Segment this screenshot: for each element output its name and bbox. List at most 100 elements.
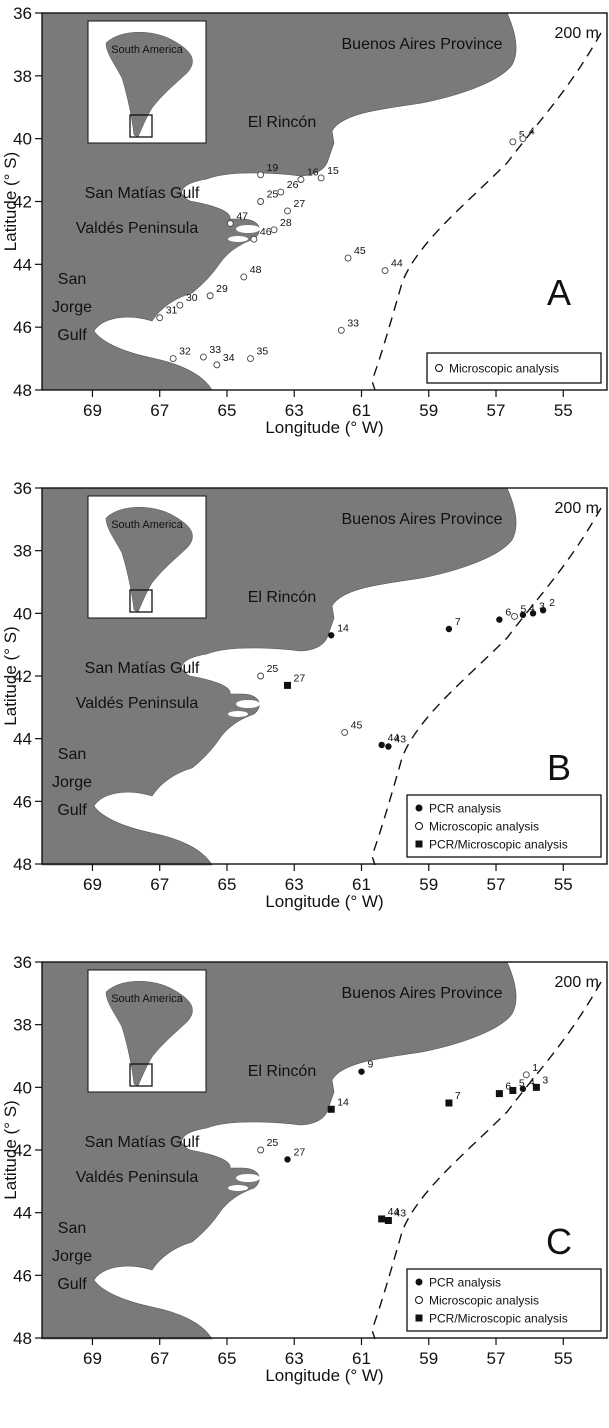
peninsula-inlet — [236, 225, 260, 233]
station-marker-micro — [344, 254, 352, 262]
station-marker-micro — [199, 353, 207, 361]
region-san-matias: San Matías Gulf — [85, 660, 200, 677]
region-san-matias: San Matías Gulf — [85, 185, 200, 202]
x-tick-label: 69 — [83, 875, 102, 894]
station-label: 48 — [250, 264, 262, 276]
station-marker-both — [532, 1083, 540, 1091]
legend-label-both: PCR/Microscopic analysis — [429, 838, 568, 852]
y-tick-label: 46 — [13, 318, 32, 337]
south-america-shape — [105, 32, 193, 138]
station-label: 45 — [354, 245, 366, 257]
station-marker-pcr — [496, 616, 503, 623]
station-marker-micro — [169, 355, 177, 363]
station-label: 27 — [294, 198, 306, 210]
legend-label-pcr: PCR analysis — [429, 802, 501, 816]
x-tick-label: 55 — [554, 1349, 573, 1368]
y-tick-label: 40 — [13, 604, 32, 623]
inset-label: South America — [111, 993, 183, 1005]
x-axis-label: Longitude (° W) — [265, 892, 383, 911]
station-label: 1 — [532, 1062, 538, 1074]
isobath-200m — [371, 981, 602, 1340]
station-marker-pcr — [539, 607, 547, 614]
x-tick-label: 55 — [554, 401, 573, 420]
region-san-jorge: San — [58, 1220, 86, 1237]
inset-map: South America — [87, 969, 207, 1093]
station-label: 25 — [267, 189, 279, 201]
x-tick-label: 67 — [150, 401, 169, 420]
study-area-box — [129, 114, 153, 138]
y-tick-label: 36 — [13, 953, 32, 972]
peninsula-inlet — [236, 700, 260, 708]
region-valdes: Valdés Peninsula — [76, 695, 199, 712]
y-tick-label: 48 — [13, 855, 32, 874]
y-tick-label: 40 — [13, 1078, 32, 1097]
station-marker-micro — [257, 672, 265, 680]
isobath-label: 200 m — [555, 974, 599, 991]
station-label: 25 — [267, 663, 279, 675]
y-tick-label: 36 — [13, 479, 32, 498]
y-tick-label: 48 — [13, 1329, 32, 1348]
region-san-jorge: San — [58, 746, 86, 763]
x-tick-label: 61 — [352, 1349, 371, 1368]
y-tick-label: 38 — [13, 542, 32, 561]
y-axis-label: Latitude (° S) — [1, 152, 20, 251]
x-tick-label: 67 — [150, 1349, 169, 1368]
x-tick-label: 67 — [150, 875, 169, 894]
region-buenos-aires: Buenos Aires Province — [342, 985, 503, 1002]
station-label: 27 — [294, 1146, 306, 1158]
legend: Microscopic analysis — [426, 352, 602, 384]
legend-frame — [426, 352, 602, 384]
station-label: 6 — [505, 1081, 511, 1093]
station-label: 28 — [280, 217, 292, 229]
station-marker-pcr — [385, 743, 392, 750]
region-san-jorge: Gulf — [57, 802, 87, 819]
station-label: 31 — [166, 305, 178, 317]
station-marker-pcr — [519, 611, 527, 619]
station-marker-pcr — [284, 1156, 291, 1163]
y-tick-label: 38 — [13, 1016, 32, 1035]
legend-label-micro: Microscopic analysis — [429, 1294, 539, 1308]
x-axis-label: Longitude (° W) — [265, 418, 383, 437]
station-label: 16 — [307, 167, 319, 179]
x-tick-label: 59 — [419, 401, 438, 420]
legend: PCR analysis Microscopic analysis PCR/Micr… — [406, 794, 602, 858]
station-marker-micro — [511, 613, 518, 620]
x-tick-label: 63 — [285, 875, 304, 894]
y-tick-label: 42 — [13, 667, 32, 686]
y-tick-label: 46 — [13, 1266, 32, 1285]
legend-frame — [406, 1268, 602, 1332]
x-tick-label: 65 — [218, 875, 237, 894]
station-label: 14 — [337, 622, 349, 634]
region-buenos-aires: Buenos Aires Province — [342, 36, 503, 53]
y-tick-label: 44 — [13, 730, 32, 749]
legend-marker-micro — [435, 364, 443, 372]
legend-label-both: PCR/Microscopic analysis — [429, 1312, 568, 1326]
station-label: 32 — [179, 346, 191, 358]
peninsula-inlet — [228, 711, 248, 717]
inset-map: South America — [87, 20, 207, 144]
station-label: 25 — [267, 1137, 279, 1149]
legend-marker-micro — [415, 1296, 423, 1304]
station-marker-pcr — [519, 1085, 527, 1093]
x-tick-label: 57 — [487, 1349, 506, 1368]
legend-marker-pcr — [415, 1278, 423, 1286]
region-san-jorge: San — [58, 271, 86, 288]
panel-letter: A — [547, 272, 571, 313]
region-san-jorge: Gulf — [57, 327, 87, 344]
isobath-label: 200 m — [555, 500, 599, 517]
y-axis-label: Latitude (° S) — [1, 626, 20, 725]
station-label: 4 — [529, 602, 535, 614]
station-label: 2 — [549, 597, 555, 609]
legend: PCR analysis Microscopic analysis PCR/Micr… — [406, 1268, 602, 1332]
x-tick-label: 63 — [285, 401, 304, 420]
legend-marker-both — [415, 1314, 423, 1322]
peninsula-inlet — [236, 1174, 260, 1182]
station-marker-micro — [284, 207, 291, 215]
station-marker-micro — [206, 292, 214, 300]
x-tick-label: 63 — [285, 1349, 304, 1368]
station-label: 33 — [209, 344, 221, 356]
station-marker-micro — [257, 198, 265, 205]
station-marker-micro — [509, 138, 517, 146]
isobath-label: 200 m — [555, 25, 599, 42]
station-label: 44 — [388, 1206, 400, 1218]
